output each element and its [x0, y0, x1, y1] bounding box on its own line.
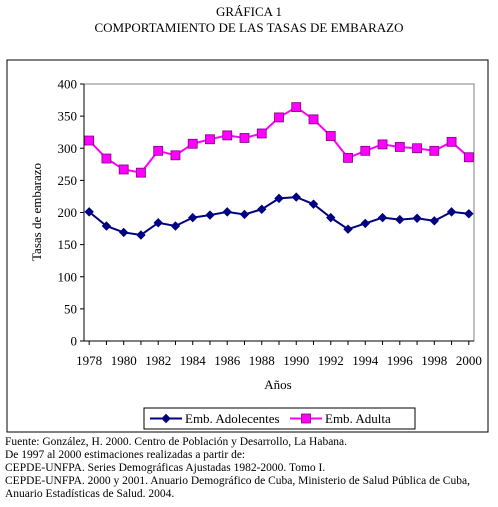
- source-line: Fuente: González, H. 2000. Centro de Pob…: [5, 436, 348, 448]
- data-point: [84, 135, 95, 146]
- data-point: [446, 136, 457, 147]
- data-point: [170, 150, 181, 161]
- x-axis-label: Años: [264, 377, 291, 392]
- x-tick-label: 1994: [352, 353, 379, 368]
- data-point: [395, 214, 405, 225]
- source-note: Fuente: González, H. 2000. Centro de Pob…: [5, 436, 470, 501]
- data-point: [429, 216, 440, 226]
- x-tick-label: 1990: [283, 353, 309, 368]
- data-point: [84, 207, 94, 217]
- legend: Emb. Adolecentes Emb. Adulta: [143, 407, 416, 430]
- y-axis: 0 50 100 150 200 250 300 350 400: [58, 77, 85, 349]
- data-point: [308, 199, 319, 209]
- x-tick-label: 1980: [111, 353, 137, 368]
- data-point: [291, 102, 302, 113]
- data-point: [118, 227, 129, 238]
- y-tick-label: 50: [64, 301, 77, 316]
- x-tick-label: 1988: [249, 353, 275, 368]
- y-tick-label: 100: [58, 269, 78, 284]
- x-tick-label: 1996: [387, 353, 414, 368]
- x-tick-label: 1984: [180, 353, 207, 368]
- data-point: [101, 221, 112, 231]
- data-point: [170, 221, 181, 231]
- data-point: [222, 207, 232, 217]
- legend-marker: [161, 413, 171, 424]
- data-point: [308, 114, 319, 125]
- y-tick-label: 200: [58, 205, 78, 220]
- x-tick-label: 1978: [76, 353, 102, 368]
- data-point: [412, 213, 422, 223]
- legend-label: Emb. Adulta: [325, 411, 391, 426]
- x-axis: 1978 1980 1982 1984 1986 1988 1990 1992 1994 1996…: [76, 340, 482, 368]
- data-point: [463, 152, 474, 163]
- data-point: [377, 139, 388, 150]
- chart-subheading: COMPORTAMIENTO DE LAS TASAS DE EMBARAZO: [94, 20, 404, 35]
- data-point: [360, 145, 371, 156]
- y-tick-label: 400: [58, 77, 78, 92]
- data-point: [153, 145, 164, 156]
- chart-heading: GRÁFICA 1: [215, 4, 283, 19]
- data-point: [136, 230, 146, 240]
- source-line: De 1997 al 2000 estimaciones realizadas …: [5, 449, 246, 461]
- y-tick-label: 150: [58, 237, 78, 252]
- data-point: [274, 112, 284, 123]
- data-point: [257, 204, 267, 214]
- data-point: [343, 152, 353, 163]
- data-point: [291, 192, 301, 202]
- series-layer: [84, 102, 474, 240]
- data-point: [239, 209, 250, 220]
- data-point: [326, 212, 336, 223]
- source-line: CEPDE-UNFPA. Series Demográficas Ajustad…: [5, 462, 326, 474]
- x-tick-label: 1982: [145, 353, 171, 368]
- legend-label: Emb. Adolecentes: [185, 411, 280, 426]
- series-1: [84, 192, 474, 240]
- data-point: [222, 130, 233, 141]
- chart: 0 50 100 150 200 250 300 350 400 1978 1980 1982 198…: [6, 59, 489, 433]
- y-tick-label: 350: [58, 109, 78, 124]
- y-axis-label: Tasas de embarazo: [29, 163, 44, 261]
- data-point: [205, 210, 215, 220]
- data-point: [464, 209, 474, 219]
- data-point: [118, 164, 129, 175]
- data-point: [274, 193, 284, 204]
- data-point: [360, 218, 370, 229]
- data-point: [205, 134, 215, 145]
- data-point: [377, 212, 388, 223]
- chart-area-border: [6, 59, 489, 433]
- source-line: CEPDE-UNFPA. 2000 y 2001. Anuario Demogr…: [5, 475, 470, 487]
- data-point: [412, 143, 422, 154]
- y-tick-label: 250: [58, 173, 78, 188]
- data-point: [187, 138, 198, 149]
- data-point: [429, 145, 440, 156]
- data-point: [239, 133, 250, 143]
- data-point: [136, 167, 146, 178]
- data-point: [188, 212, 198, 223]
- x-tick-label: 1998: [421, 353, 447, 368]
- y-tick-label: 300: [58, 141, 78, 156]
- source-line: Anuario Estadísticas de Salud. 2004.: [5, 488, 175, 500]
- data-point: [446, 207, 457, 217]
- x-tick-label: 1986: [214, 353, 241, 368]
- data-point: [101, 153, 112, 164]
- series-2: [84, 102, 474, 178]
- data-point: [394, 142, 405, 152]
- x-tick-label: 2000: [456, 353, 482, 368]
- legend-box: [143, 407, 416, 430]
- y-tick-label: 0: [71, 334, 78, 349]
- data-point: [325, 131, 336, 141]
- data-point: [343, 224, 353, 234]
- data-point: [153, 218, 163, 228]
- legend-marker: [301, 413, 311, 424]
- data-point: [256, 128, 267, 139]
- x-tick-label: 1992: [318, 353, 344, 368]
